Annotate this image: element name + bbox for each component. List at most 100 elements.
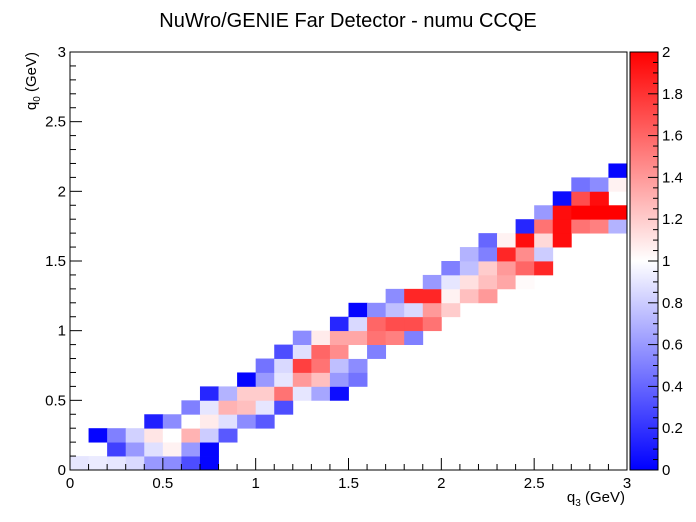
colorbar-tick-label: 1.2 bbox=[662, 211, 683, 228]
heatmap-cell bbox=[497, 261, 516, 276]
heatmap-cell bbox=[534, 233, 554, 248]
heatmap-cell bbox=[571, 191, 591, 206]
heatmap-cell bbox=[367, 344, 387, 359]
y-axis-label: q0 (GeV) bbox=[23, 52, 43, 110]
heatmap-cell bbox=[88, 428, 108, 443]
heatmap-cell bbox=[181, 442, 201, 457]
heatmap-cell bbox=[162, 456, 182, 471]
heatmap-cell bbox=[329, 316, 349, 332]
heatmap-cell bbox=[422, 274, 442, 290]
heatmap-cell bbox=[478, 288, 498, 304]
heatmap-cell bbox=[125, 428, 145, 443]
heatmap-cell bbox=[348, 358, 368, 373]
heatmap-cell bbox=[608, 163, 628, 178]
colorbar-tick-label: 2 bbox=[662, 44, 670, 61]
heatmap-cells bbox=[70, 163, 628, 471]
heatmap-cell bbox=[515, 261, 535, 276]
heatmap-cell bbox=[199, 414, 219, 429]
heatmap-cell bbox=[274, 344, 294, 359]
heatmap-cell bbox=[348, 344, 368, 359]
heatmap-cell bbox=[329, 358, 349, 373]
heatmap-cell bbox=[367, 316, 387, 332]
heatmap-cell bbox=[478, 261, 498, 276]
x-tick-label: 2 bbox=[437, 475, 445, 492]
heatmap-cell bbox=[329, 344, 349, 359]
colorbar-ticks bbox=[648, 51, 658, 471]
colorbar-tick-label: 1.8 bbox=[662, 86, 683, 103]
colorbar-tick-labels: 0 0.2 0.4 0.6 0.8 1 1.2 1.4 1.6 1.8 2 bbox=[662, 44, 683, 479]
heatmap-cell bbox=[497, 233, 516, 248]
heatmap-cell bbox=[534, 261, 554, 276]
heatmap-cell bbox=[274, 358, 294, 373]
y-axis-tick-labels: 0 0.5 1 1.5 2 2.5 3 bbox=[45, 44, 66, 479]
heatmap-cell bbox=[459, 274, 479, 290]
heatmap-cell bbox=[144, 456, 164, 471]
colorbar-tick-label: 1.4 bbox=[662, 169, 683, 186]
y-tick-label: 2 bbox=[58, 183, 66, 200]
heatmap-cell bbox=[181, 414, 201, 429]
colorbar-tick-label: 0.4 bbox=[662, 378, 683, 395]
heatmap-cell bbox=[199, 456, 219, 471]
heatmap-cell bbox=[589, 191, 609, 206]
heatmap-cell bbox=[348, 330, 368, 345]
heatmap-cell bbox=[292, 358, 312, 373]
heatmap-cell bbox=[478, 247, 498, 262]
heatmap-cell bbox=[515, 219, 535, 234]
heatmap-cell bbox=[367, 302, 387, 318]
heatmap-cell bbox=[181, 456, 201, 471]
heatmap-cell bbox=[385, 302, 405, 318]
heatmap-cell bbox=[311, 330, 331, 345]
heatmap-cell bbox=[348, 316, 368, 332]
heatmap-cell bbox=[329, 330, 349, 345]
heatmap-cell bbox=[107, 428, 127, 443]
heatmap-cell bbox=[497, 274, 516, 290]
heatmap-cell bbox=[367, 330, 387, 345]
heatmap-cell bbox=[255, 414, 275, 429]
heatmap-cell bbox=[181, 400, 201, 415]
y-tick-label: 1 bbox=[58, 323, 66, 340]
heatmap-cell bbox=[571, 219, 591, 234]
y-tick-label: 0.5 bbox=[45, 392, 66, 409]
heatmap-cell bbox=[385, 288, 405, 304]
y-tick-label: 1.5 bbox=[45, 253, 66, 270]
heatmap-cell bbox=[441, 261, 461, 276]
colorbar-tick-label: 0 bbox=[662, 462, 670, 479]
x-tick-label: 0.5 bbox=[152, 475, 173, 492]
y-axis-ticks bbox=[70, 51, 82, 471]
x-tick-label: 3 bbox=[623, 475, 631, 492]
heatmap-cell bbox=[534, 247, 554, 262]
heatmap-cell bbox=[404, 330, 424, 345]
heatmap-cell bbox=[292, 330, 312, 345]
heatmap-cell bbox=[441, 274, 461, 290]
x-tick-label: 0 bbox=[66, 475, 74, 492]
heatmap-cell bbox=[237, 372, 257, 387]
heatmap-cell bbox=[311, 344, 331, 359]
heatmap-cell bbox=[199, 400, 219, 415]
x-tick-label: 1.5 bbox=[338, 475, 359, 492]
x-axis-label: q3 (GeV) bbox=[567, 489, 625, 509]
heatmap-cell bbox=[608, 219, 628, 234]
heatmap-cell bbox=[199, 442, 219, 457]
heatmap-cell bbox=[534, 219, 554, 234]
heatmap-cell bbox=[125, 456, 145, 471]
heatmap-cell bbox=[571, 177, 591, 192]
heatmap-cell bbox=[478, 274, 498, 290]
heatmap-cell bbox=[329, 372, 349, 387]
heatmap-cell bbox=[552, 233, 572, 248]
heatmap-cell bbox=[274, 372, 294, 387]
heatmap-cell bbox=[144, 442, 164, 457]
heatmap-cell bbox=[552, 205, 572, 220]
heatmap-cell bbox=[237, 386, 257, 401]
heatmap-cell bbox=[311, 386, 331, 401]
heatmap-cell bbox=[311, 372, 331, 387]
heatmap-cell bbox=[515, 233, 535, 248]
heatmap-cell bbox=[534, 205, 554, 220]
heatmap-cell bbox=[255, 400, 275, 415]
heatmap-cell bbox=[274, 386, 294, 401]
x-tick-label: 1 bbox=[251, 475, 259, 492]
heatmap-cell bbox=[144, 414, 164, 429]
heatmap-cell bbox=[422, 316, 442, 332]
y-tick-label: 0 bbox=[58, 462, 66, 479]
heatmap-cell bbox=[199, 386, 219, 401]
heatmap-cell bbox=[441, 302, 461, 318]
